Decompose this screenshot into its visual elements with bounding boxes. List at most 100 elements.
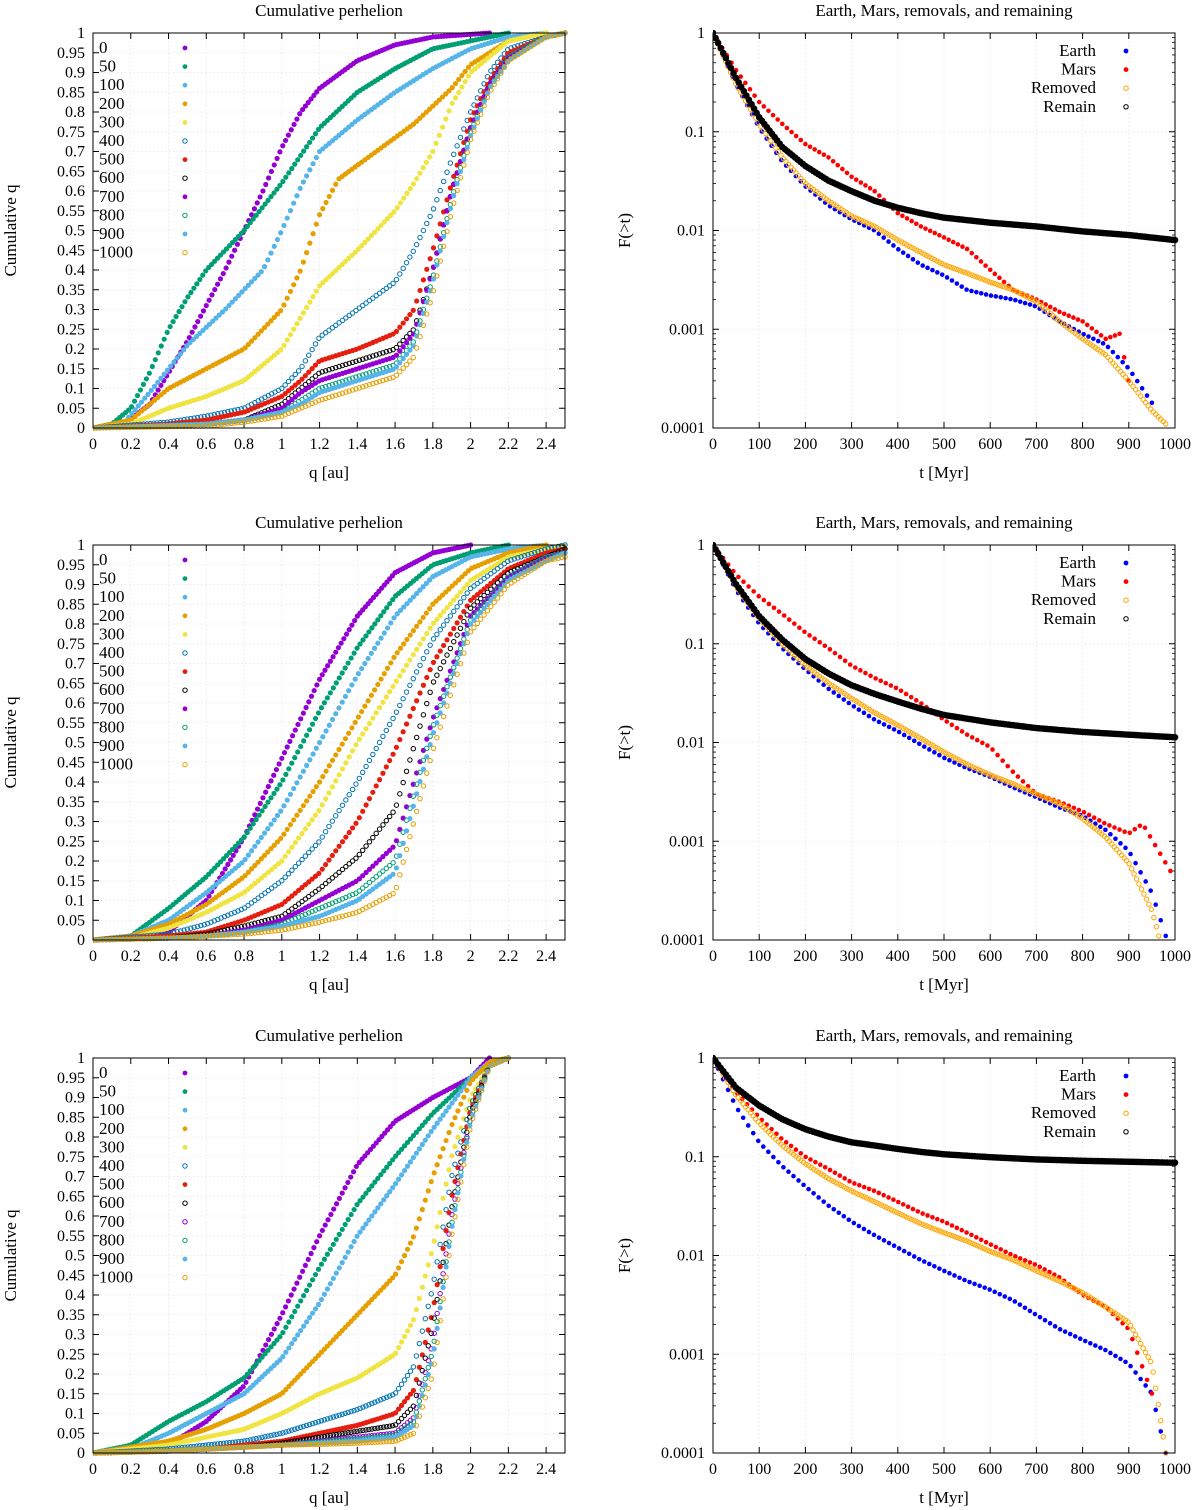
series-point (434, 712, 440, 718)
series-point (236, 292, 242, 298)
series-point (333, 364, 339, 371)
y-tick-label: 0.7 (65, 144, 85, 161)
series-point (366, 720, 373, 727)
series-point (521, 553, 528, 559)
series-point (719, 49, 727, 57)
series-point (414, 175, 420, 182)
series-point (465, 73, 472, 79)
series-point (333, 181, 339, 187)
series-point (265, 321, 271, 327)
series-point (383, 764, 389, 770)
series-point (355, 246, 361, 252)
series-point (494, 566, 501, 572)
series-point (1110, 349, 1116, 355)
series-point (342, 665, 348, 671)
series-point (988, 293, 994, 298)
series-point (932, 230, 938, 236)
series-point (896, 729, 902, 735)
series-point (352, 676, 358, 682)
series-point (831, 690, 837, 695)
series-point (404, 636, 410, 643)
series-point (259, 808, 265, 814)
series-point (407, 757, 413, 763)
series-point (248, 848, 255, 854)
series-point (356, 851, 363, 858)
series-point (444, 703, 450, 709)
series-point (925, 265, 930, 271)
series-point (407, 347, 413, 353)
series-point (198, 933, 204, 940)
series-point (252, 897, 258, 904)
series-point (420, 277, 426, 283)
series-point (356, 305, 363, 311)
series-point (941, 262, 948, 268)
legend-marker (182, 82, 188, 88)
series-point (424, 770, 430, 776)
series-point (277, 782, 283, 788)
series-point (360, 885, 366, 891)
x-tick-label: 300 (840, 436, 864, 453)
series-point (444, 228, 450, 235)
series-point (1111, 844, 1117, 850)
series-point (484, 608, 491, 614)
series-point (282, 382, 288, 388)
series-point (930, 267, 935, 273)
series-point (851, 214, 857, 220)
series-point (386, 347, 393, 354)
series-point (322, 368, 329, 374)
series-point (403, 721, 410, 727)
series-point (184, 934, 191, 940)
series-point (967, 763, 974, 769)
series-point (130, 424, 137, 430)
y-tick-label: 0.9 (65, 577, 85, 594)
series-point (213, 315, 219, 321)
series-point (420, 112, 426, 118)
legend-marker (182, 650, 188, 656)
series-point (370, 876, 376, 883)
y-tick-label: 0.1 (65, 381, 85, 398)
series-point (229, 253, 235, 259)
series-point (174, 423, 180, 430)
series-point (1005, 763, 1011, 769)
series-point (420, 757, 427, 763)
x-tick-label: 100 (747, 436, 771, 453)
series-point (323, 861, 329, 868)
series-point (932, 750, 937, 755)
series-point (1086, 334, 1091, 339)
series-point (979, 276, 985, 282)
series-point (844, 170, 850, 176)
series-point (221, 932, 228, 938)
series-point (437, 612, 443, 619)
series-point (423, 580, 429, 586)
x-tick-label: 0.8 (234, 436, 254, 453)
series-point (1091, 815, 1097, 820)
series-point (268, 821, 274, 827)
series-point (1112, 825, 1117, 830)
series-point (1136, 881, 1142, 887)
series-point (319, 369, 325, 375)
series-point (323, 277, 329, 283)
y-tick-label: 0.0001 (661, 932, 705, 949)
series-point (821, 152, 827, 158)
series-point (420, 584, 426, 590)
series-point (872, 188, 877, 194)
series-point (366, 381, 373, 388)
y-tick-label: 0.05 (57, 400, 85, 417)
series-point (287, 331, 294, 338)
series-point (327, 658, 333, 664)
series-point (447, 160, 454, 166)
series-point (410, 181, 417, 187)
series-point (856, 707, 862, 712)
series-point (822, 643, 828, 649)
series-point (300, 768, 306, 774)
series-point (323, 728, 329, 734)
series-point (339, 670, 345, 676)
series-point (974, 274, 980, 280)
series-point (414, 118, 420, 124)
series-point (134, 936, 140, 942)
series-point (1019, 785, 1026, 791)
series-point (410, 746, 416, 752)
series-point (314, 682, 320, 688)
series-point (339, 913, 346, 919)
series-point (394, 611, 400, 617)
